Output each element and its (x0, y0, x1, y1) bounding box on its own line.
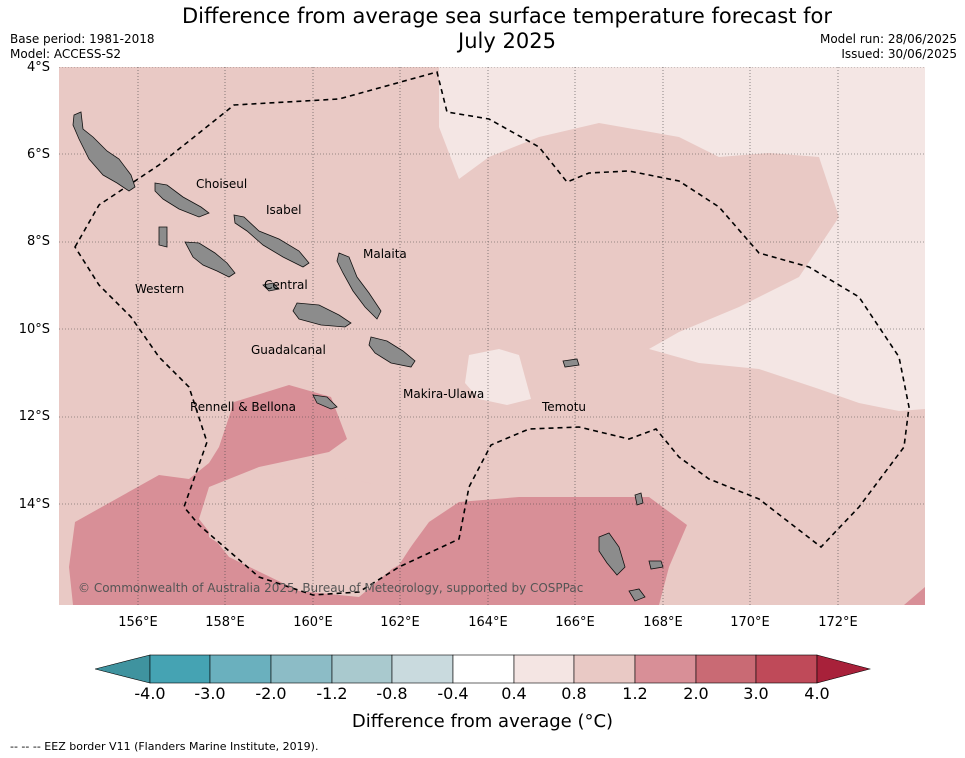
choiseul-island (72, 111, 136, 192)
model-run: Model run: 28/06/2025 (819, 32, 957, 46)
anomaly-0.4-0.8-area (439, 67, 925, 411)
rennell-island (312, 394, 338, 410)
lon-label-162e: 162°E (380, 615, 420, 630)
map-panel: Choiseul Isabel Malaita Western Central … (59, 67, 925, 605)
anomaly-1.2-2.0-corner (904, 587, 925, 605)
title-line-2: July 2025 (458, 29, 556, 53)
lon-label-166e: 166°E (555, 615, 595, 630)
colorbar-high-arrow (816, 654, 871, 684)
lat-label-10s: 10°S (18, 322, 50, 337)
colorbar-label: -0.8 (376, 684, 408, 703)
colorbar-bin (513, 654, 575, 684)
map-title: Difference from average sea surface temp… (0, 4, 965, 54)
colorbar-label: 0.8 (561, 684, 587, 703)
santa-isabel-island (154, 182, 210, 218)
colorbar-bin (331, 654, 393, 684)
region-label-choiseul: Choiseul (196, 177, 247, 191)
colorbar-bin (755, 654, 818, 684)
colorbar-bin (391, 654, 454, 684)
makira-island (368, 336, 416, 368)
base-period: Base period: 1981-2018 (10, 32, 155, 46)
lon-label-156e: 156°E (118, 615, 158, 630)
eez-border (74, 71, 910, 596)
region-label-central: Central (264, 278, 308, 292)
colorbar-low-arrow (95, 654, 151, 684)
vanuatu-island (598, 532, 626, 576)
lat-label-8s: 8°S (26, 234, 50, 249)
copyright-notice: © Commonwealth of Australia 2025, Bureau… (78, 581, 583, 595)
title-line-1: Difference from average sea surface temp… (182, 4, 832, 28)
lon-label-164e: 164°E (468, 615, 508, 630)
region-label-malaita: Malaita (363, 247, 407, 261)
lon-label-172e: 172°E (818, 615, 858, 630)
vanuatu-islet (634, 492, 644, 506)
eez-footnote: -- -- -- EEZ border V11 (Flanders Marine… (10, 740, 319, 753)
lon-label-160e: 160°E (293, 615, 333, 630)
anomaly-0.4-0.8-pocket (465, 349, 531, 405)
guadalcanal-island (292, 302, 352, 328)
colorbar-label: 4.0 (804, 684, 830, 703)
model-name: Model: ACCESS-S2 (10, 47, 122, 61)
temotu-islet-1 (562, 358, 580, 368)
lat-label-14s: 14°S (18, 497, 50, 512)
region-label-isabel: Isabel (266, 203, 301, 217)
isabel-east (233, 214, 310, 268)
region-label-temotu: Temotu (541, 400, 586, 414)
colorbar-bin (270, 654, 333, 684)
colorbar-label: -3.0 (194, 684, 226, 703)
anomaly-1.2-2.0-area (69, 385, 687, 605)
vanuatu-islet-2 (648, 560, 664, 570)
colorbar-bin (634, 654, 697, 684)
map-svg: Choiseul Isabel Malaita Western Central … (59, 67, 925, 605)
malaita-island (336, 252, 382, 320)
region-label-makira-ulawa: Makira-Ulawa (403, 387, 484, 401)
colorbar (95, 654, 871, 684)
western-islet (158, 226, 168, 248)
graticule (59, 67, 925, 605)
colorbar-title: Difference from average (°C) (351, 711, 614, 732)
colorbar-bin (573, 654, 636, 684)
lon-label-168e: 168°E (643, 615, 683, 630)
lon-label-158e: 158°E (205, 615, 245, 630)
anomaly-0.8-1.2-pocket (209, 473, 429, 587)
colorbar-label: -0.4 (437, 684, 469, 703)
vanuatu-islet-3 (628, 588, 646, 602)
lat-label-4s: 4°S (26, 60, 50, 75)
western-island (184, 241, 236, 278)
lat-label-12s: 12°S (18, 409, 50, 424)
colorbar-bin (149, 654, 211, 684)
lat-label-6s: 6°S (26, 147, 50, 162)
central-islands (262, 282, 280, 292)
land (72, 111, 664, 602)
colorbar-label: -1.2 (316, 684, 348, 703)
colorbar-bin (452, 654, 515, 684)
colorbar-bin (695, 654, 757, 684)
lon-label-170e: 170°E (730, 615, 770, 630)
region-label-western: Western (135, 282, 184, 296)
colorbar-label: 0.4 (501, 684, 527, 703)
colorbar-bin (209, 654, 272, 684)
issued-date: Issued: 30/06/2025 (841, 47, 957, 61)
colorbar-label: -4.0 (134, 684, 166, 703)
colorbar-label: -2.0 (255, 684, 287, 703)
colorbar-label: 1.2 (622, 684, 648, 703)
region-label-rennell-bellona: Rennell & Bellona (190, 400, 296, 414)
region-label-guadalcanal: Guadalcanal (251, 343, 326, 357)
colorbar-label: 3.0 (743, 684, 769, 703)
colorbar-label: 2.0 (683, 684, 709, 703)
